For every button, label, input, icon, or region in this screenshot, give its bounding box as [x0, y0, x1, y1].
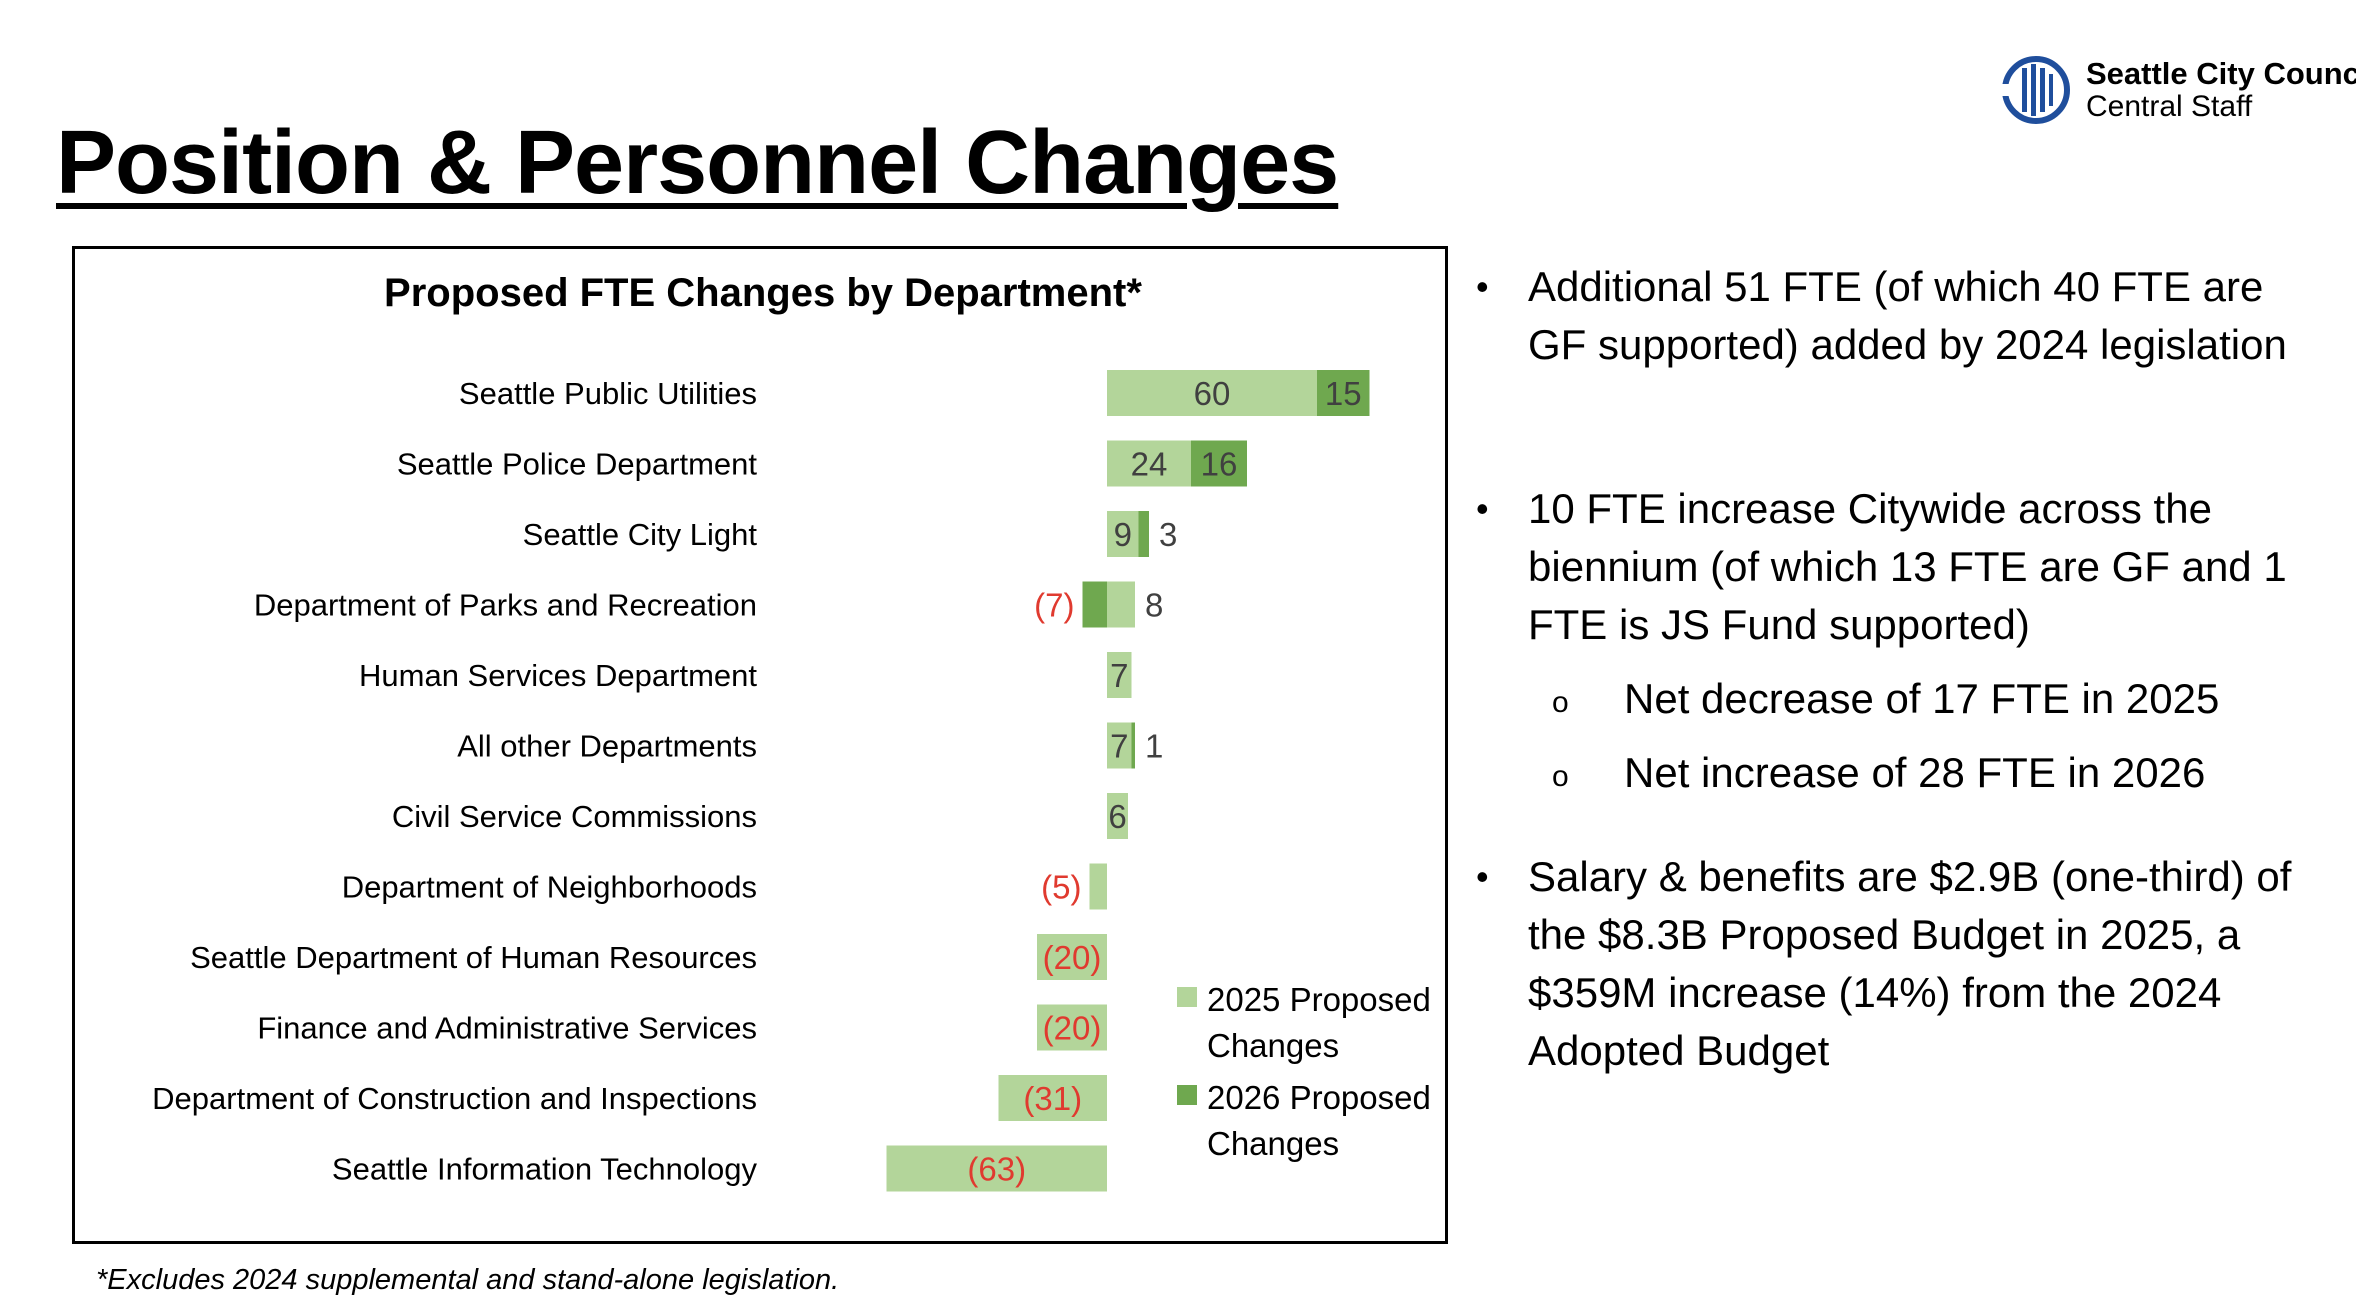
data-label-2026: 3 — [1159, 516, 1177, 553]
sub-bullet-glyph: o — [1552, 760, 1569, 793]
bar-2025 — [1107, 722, 1132, 769]
council-logo: Seattle City Council Central Staff — [2000, 50, 2356, 130]
bar-2026 — [1191, 440, 1247, 487]
bullet-text: Net increase of 28 FTE in 2026 — [1624, 749, 2206, 796]
data-label-2025: 7 — [1110, 657, 1128, 694]
data-label-2025: (20) — [1043, 1010, 1102, 1047]
bar-2026 — [1131, 722, 1135, 769]
bullet-text: Salary & benefits are $2.9B (one-third) … — [1528, 853, 2292, 1074]
data-label-2026: 15 — [1325, 375, 1362, 412]
category-label: Department of Parks and Recreation — [254, 588, 757, 623]
data-label-2025: 8 — [1145, 587, 1163, 624]
logo-line-1: Seattle City Council — [2086, 56, 2356, 91]
bar-2025 — [1037, 934, 1107, 980]
bar-2026 — [1138, 511, 1149, 557]
data-label-2025: (63) — [967, 1151, 1026, 1188]
logo-line-2: Central Staff — [2086, 90, 2253, 123]
seattle-seal-icon — [2000, 56, 2070, 124]
legend-2025-label: Changes — [1207, 1027, 1339, 1064]
category-label: Finance and Administrative Services — [257, 1011, 757, 1046]
category-label: Civil Service Commissions — [392, 799, 757, 834]
data-label-2026: 1 — [1145, 728, 1163, 765]
legend-2026-label: Changes — [1207, 1125, 1339, 1162]
category-label: Seattle Public Utilities — [459, 376, 757, 411]
bullet-glyph: • — [1476, 488, 1489, 529]
sub-bullet-glyph: o — [1552, 686, 1569, 719]
data-label-2025: 24 — [1131, 446, 1168, 483]
bullet-glyph: • — [1476, 856, 1489, 897]
bar-2025 — [998, 1075, 1107, 1121]
chart-title: Proposed FTE Changes by Department* — [384, 271, 1142, 315]
legend-2026-swatch — [1177, 1085, 1197, 1105]
page-title: Position & Personnel Changes — [56, 113, 1339, 213]
bar-2025 — [1107, 370, 1317, 416]
category-label: All other Departments — [457, 729, 757, 764]
bar-2026 — [1082, 581, 1107, 628]
bullet-text: 10 FTE increase Citywide across the bien… — [1528, 485, 2287, 648]
bar-2025 — [1107, 440, 1191, 487]
data-label-2025: (5) — [1041, 869, 1081, 906]
category-label: Seattle Department of Human Resources — [190, 940, 757, 975]
bar-2025 — [1107, 581, 1135, 628]
legend-2025-label: 2025 Proposed — [1207, 981, 1431, 1018]
chart-frame: Proposed FTE Changes by Department* Seatt… — [72, 246, 1448, 1244]
data-label-2025: 60 — [1194, 375, 1231, 412]
bar-2025 — [1037, 1004, 1107, 1051]
data-label-2025: 6 — [1108, 798, 1126, 835]
data-label-2025: 9 — [1114, 516, 1132, 553]
data-label-2025: (20) — [1043, 939, 1102, 976]
category-label: Human Services Department — [359, 658, 757, 693]
footnote: *Excludes 2024 supplemental and stand-al… — [96, 1264, 840, 1296]
data-label-2026: 16 — [1201, 446, 1238, 483]
bar-2025 — [1107, 652, 1132, 698]
bullet-text: Additional 51 FTE (of which 40 FTE are G… — [1528, 263, 2287, 368]
data-label-2026: (7) — [1034, 587, 1074, 624]
bar-2025 — [1107, 793, 1128, 839]
bar-2026 — [1317, 370, 1370, 416]
bullet-text: Net decrease of 17 FTE in 2025 — [1624, 675, 2220, 722]
data-label-2025: (31) — [1023, 1080, 1082, 1117]
bullet-glyph: • — [1476, 266, 1489, 307]
category-label: Seattle Police Department — [397, 447, 758, 482]
category-label: Department of Neighborhoods — [342, 870, 757, 905]
category-label: Seattle Information Technology — [332, 1152, 758, 1187]
bar-2025 — [886, 1145, 1107, 1192]
bar-2025 — [1089, 863, 1107, 910]
fte-changes-chart: Proposed FTE Changes by Department* Seatt… — [152, 271, 1431, 1192]
bar-2025 — [1107, 511, 1139, 557]
data-label-2025: 7 — [1110, 728, 1128, 765]
legend-2025-swatch — [1177, 987, 1197, 1007]
category-label: Seattle City Light — [523, 517, 758, 552]
category-label: Department of Construction and Inspectio… — [152, 1081, 757, 1116]
legend-2026-label: 2026 Proposed — [1207, 1079, 1431, 1116]
